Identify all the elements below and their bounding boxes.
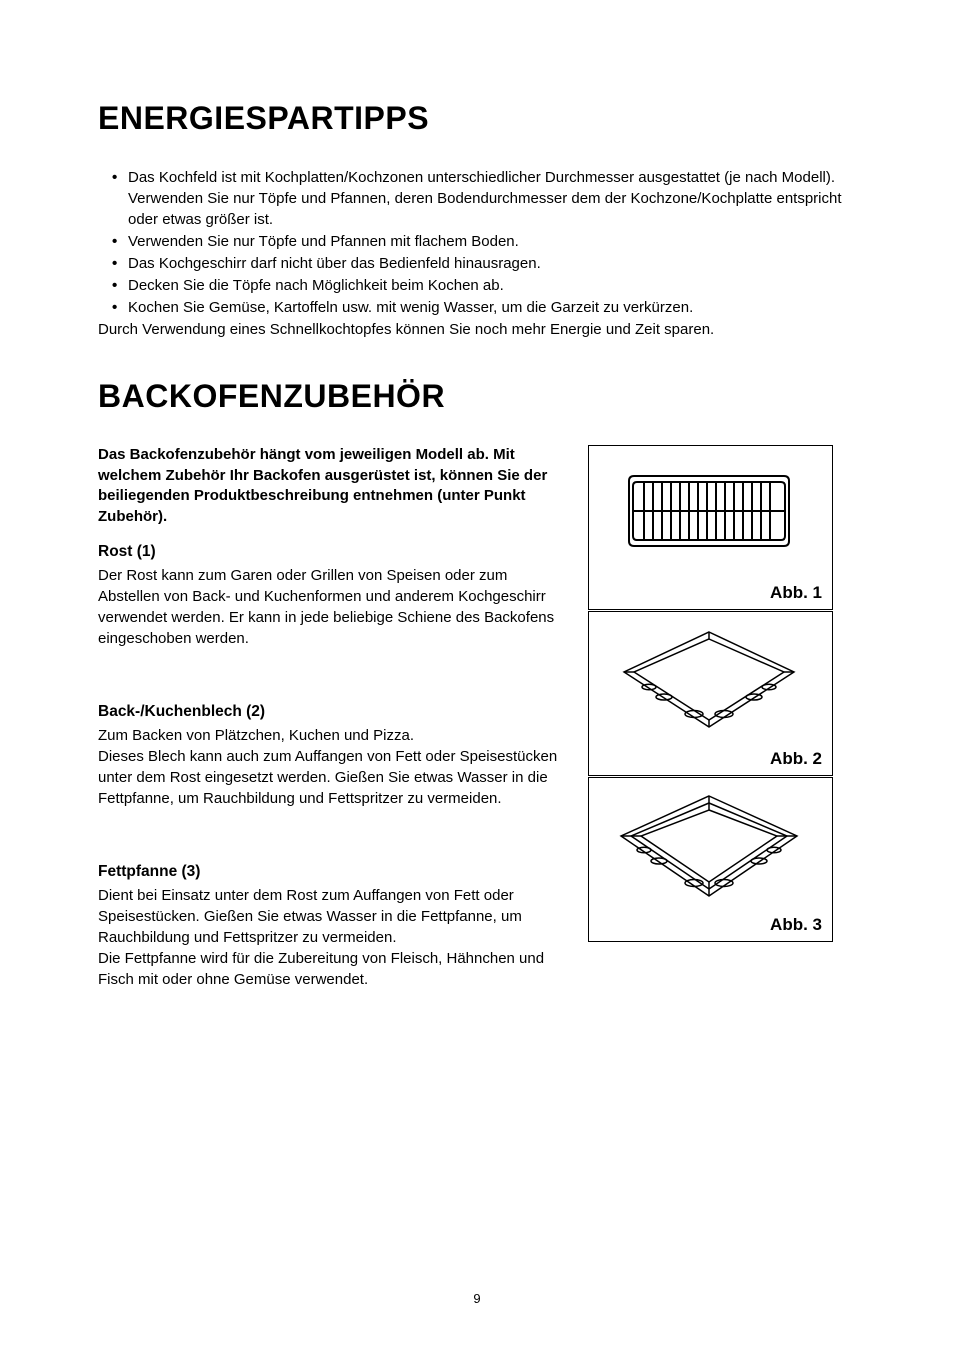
text-column: Das Backofenzubehör hängt vom jeweiligen… [98,445,568,990]
figure-label: Abb. 1 [770,583,822,603]
bullet-item: Verwenden Sie nur Töpfe und Pfannen mit … [98,231,856,252]
figure-rost: Abb. 1 [588,445,833,610]
figure-label: Abb. 3 [770,915,822,935]
accessory-body: Der Rost kann zum Garen oder Grillen von… [98,565,568,649]
accessory-title: Rost (1) [98,543,568,561]
bullet-list: Das Kochfeld ist mit Kochplatten/Kochzon… [98,167,856,318]
rost-icon [589,446,830,581]
heading-accessories: BACKOFENZUBEHÖR [98,378,856,415]
figure-blech: Abb. 2 [588,611,833,776]
blech-icon [589,612,830,747]
accessory-block-rost: Rost (1) Der Rost kann zum Garen oder Gr… [98,543,568,649]
figure-fettpfanne: Abb. 3 [588,777,833,942]
figure-column: Abb. 1 [588,445,833,990]
bullet-item: Kochen Sie Gemüse, Kartoffeln usw. mit w… [98,297,856,318]
heading-energy-tips: ENERGIESPARTIPPS [98,100,856,137]
trailing-text: Durch Verwendung eines Schnellkochtopfes… [98,319,856,340]
content-row: Das Backofenzubehör hängt vom jeweiligen… [98,445,856,990]
bullet-item: Das Kochgeschirr darf nicht über das Bed… [98,253,856,274]
bullet-item: Decken Sie die Töpfe nach Möglichkeit be… [98,275,856,296]
accessory-block-blech: Back-/Kuchenblech (2) Zum Backen von Plä… [98,703,568,809]
bullet-item: Das Kochfeld ist mit Kochplatten/Kochzon… [98,167,856,230]
accessory-body: Dient bei Einsatz unter dem Rost zum Auf… [98,885,568,990]
fettpfanne-icon [589,778,830,913]
accessory-block-fettpfanne: Fettpfanne (3) Dient bei Einsatz unter d… [98,863,568,990]
accessories-intro: Das Backofenzubehör hängt vom jeweiligen… [98,445,568,528]
section-energy-tips: ENERGIESPARTIPPS Das Kochfeld ist mit Ko… [98,100,856,340]
accessory-body: Zum Backen von Plätzchen, Kuchen und Piz… [98,725,568,809]
accessory-title: Fettpfanne (3) [98,863,568,881]
page-number: 9 [473,1291,480,1306]
accessory-title: Back-/Kuchenblech (2) [98,703,568,721]
section-accessories: BACKOFENZUBEHÖR Das Backofenzubehör häng… [98,378,856,990]
figure-label: Abb. 2 [770,749,822,769]
